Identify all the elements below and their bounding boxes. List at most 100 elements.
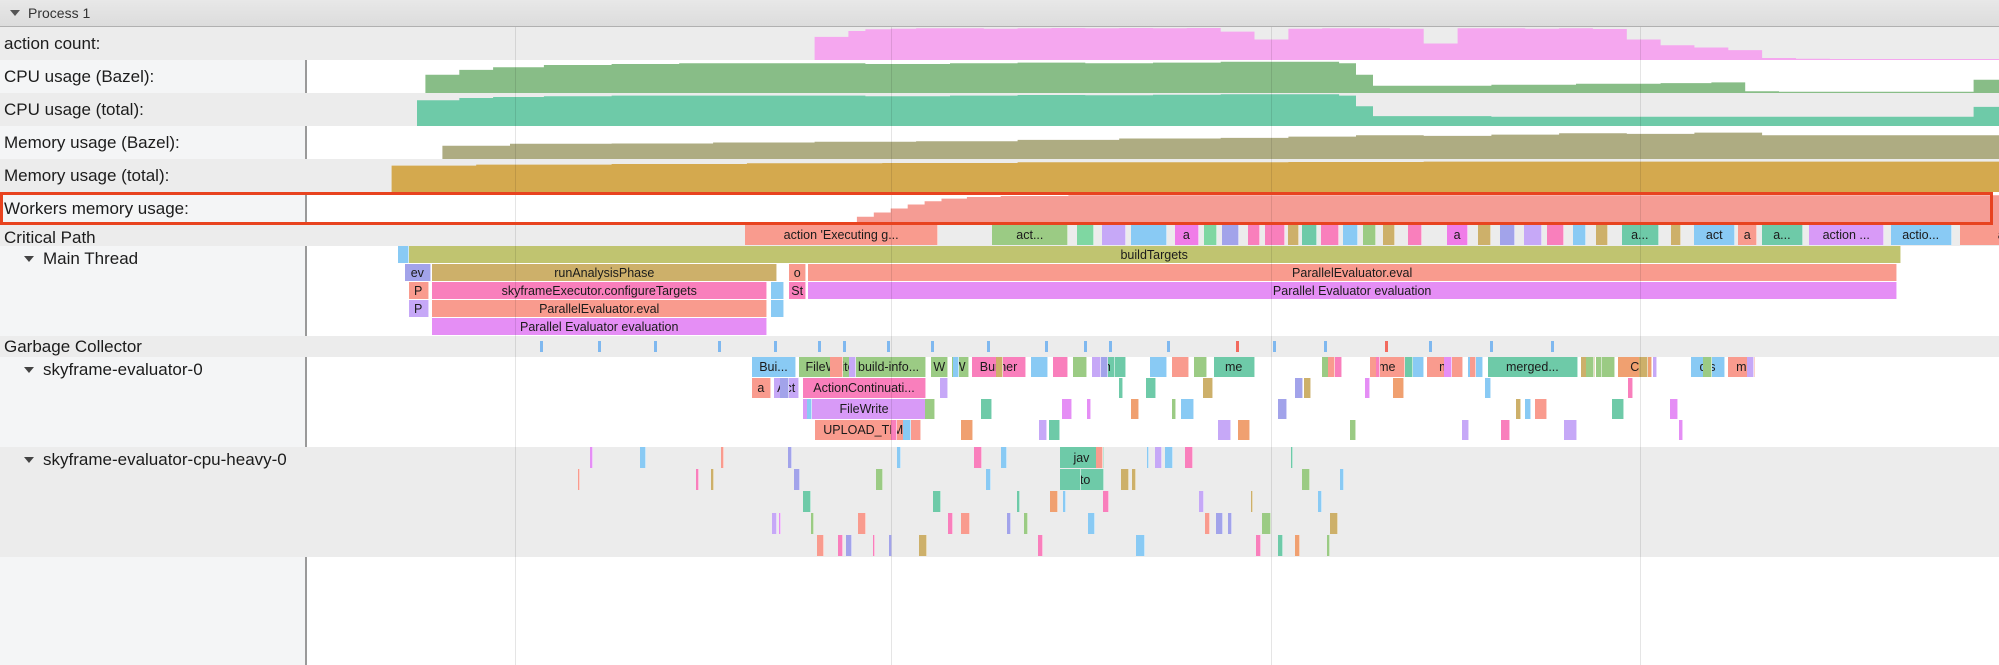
- gc-tick[interactable]: [1166, 340, 1170, 353]
- timeline-slice[interactable]: [1747, 357, 1754, 377]
- timeline-slice[interactable]: <to: [1059, 469, 1104, 490]
- timeline-slice[interactable]: [1364, 378, 1370, 398]
- gc-tick[interactable]: [1235, 340, 1239, 353]
- timeline-slice[interactable]: [1031, 357, 1049, 377]
- gc-tick[interactable]: [598, 340, 602, 353]
- gc-tick[interactable]: [653, 340, 657, 353]
- gc-tick[interactable]: [1323, 340, 1327, 353]
- timeline-slice[interactable]: Parallel Evaluator evaluation: [807, 282, 1898, 299]
- timeline-slice[interactable]: [1172, 399, 1176, 419]
- track-label-critical-path[interactable]: Critical Path: [0, 225, 307, 251]
- timeline-slice[interactable]: [1203, 378, 1214, 398]
- timeline-slice[interactable]: St: [789, 282, 807, 299]
- timeline-slice[interactable]: [1278, 535, 1284, 556]
- timeline-slice[interactable]: [986, 469, 991, 490]
- timeline-slice[interactable]: [995, 357, 1003, 377]
- timeline-slice[interactable]: [398, 246, 409, 263]
- timeline-slice[interactable]: Parallel Evaluator evaluation: [432, 318, 768, 335]
- timeline-slice[interactable]: [788, 447, 793, 468]
- timeline-slice[interactable]: [1109, 357, 1115, 377]
- timeline-slice[interactable]: [1669, 399, 1678, 419]
- timeline-slice[interactable]: [1469, 357, 1476, 377]
- timeline-slice[interactable]: [1103, 491, 1110, 512]
- timeline-slice[interactable]: [1204, 513, 1211, 534]
- timeline-slice[interactable]: [1564, 420, 1578, 440]
- timeline-slice[interactable]: [1294, 378, 1304, 398]
- timeline-slice[interactable]: [947, 513, 953, 534]
- timeline-slice[interactable]: [1547, 225, 1565, 245]
- timeline-slice[interactable]: [590, 447, 594, 468]
- timeline-slice[interactable]: [1262, 513, 1271, 534]
- timeline-slice[interactable]: [1596, 225, 1609, 245]
- timeline-slice[interactable]: [1222, 225, 1240, 245]
- timeline-slice[interactable]: [845, 535, 853, 556]
- timeline-slice[interactable]: [1288, 225, 1299, 245]
- timeline-slice[interactable]: [1294, 535, 1301, 556]
- timeline-slice[interactable]: [1535, 399, 1548, 419]
- chevron-down-icon[interactable]: [24, 457, 34, 463]
- track-row-garbage-collector[interactable]: [307, 336, 1999, 357]
- track-row-workers-mem[interactable]: [307, 192, 1999, 225]
- timeline-slice[interactable]: [695, 469, 700, 490]
- timeline-slice[interactable]: [1485, 378, 1492, 398]
- gc-tick[interactable]: [1550, 340, 1554, 353]
- timeline-slice[interactable]: [1061, 399, 1073, 419]
- timeline-slice[interactable]: [952, 357, 959, 377]
- timeline-slice[interactable]: [1088, 513, 1096, 534]
- timeline-slice[interactable]: [1679, 420, 1683, 440]
- timeline-slice[interactable]: [1146, 378, 1157, 398]
- timeline-slice[interactable]: a: [1447, 225, 1468, 245]
- timeline-slice[interactable]: [803, 491, 812, 512]
- timeline-slice[interactable]: [1149, 357, 1167, 377]
- timeline-slice[interactable]: [1408, 225, 1423, 245]
- track-label-cpu-total[interactable]: CPU usage (total):: [0, 93, 307, 126]
- timeline-slice[interactable]: [1118, 378, 1124, 398]
- timeline-slice[interactable]: [1572, 225, 1587, 245]
- timeline-slice[interactable]: [932, 491, 942, 512]
- timeline-slice[interactable]: [1638, 357, 1648, 377]
- timeline-slice[interactable]: [1039, 420, 1048, 440]
- timeline-slice[interactable]: [1247, 225, 1260, 245]
- track-label-action-count[interactable]: action count:: [0, 27, 307, 60]
- timeline-slice[interactable]: action 'Executing genrule //de...: [1960, 225, 1999, 245]
- gc-tick[interactable]: [931, 340, 935, 353]
- timeline-slice[interactable]: runAnalysisPhase: [432, 264, 778, 281]
- chevron-down-icon[interactable]: [24, 367, 34, 373]
- timeline-slice[interactable]: [1131, 469, 1137, 490]
- timeline-slice[interactable]: [1073, 357, 1087, 377]
- timeline-slice[interactable]: [1349, 420, 1357, 440]
- gc-tick[interactable]: [1428, 340, 1432, 353]
- timeline-slice[interactable]: [1171, 357, 1189, 377]
- track-label-mem-bazel[interactable]: Memory usage (Bazel):: [0, 126, 307, 159]
- timeline-slice[interactable]: [817, 535, 824, 556]
- timeline-slice[interactable]: action ...: [1809, 225, 1884, 245]
- track-canvas-panel[interactable]: action 'Executing g... act... a a a... act a a.…: [307, 27, 1999, 665]
- track-label-cpu-bazel[interactable]: CPU usage (Bazel):: [0, 60, 307, 93]
- gc-tick[interactable]: [1044, 340, 1048, 353]
- timeline-slice[interactable]: ParallelEvaluator.eval: [432, 300, 768, 317]
- timeline-slice[interactable]: [1317, 491, 1323, 512]
- timeline-slice[interactable]: [1217, 420, 1232, 440]
- timeline-slice[interactable]: a...: [1621, 225, 1659, 245]
- timeline-slice[interactable]: [1499, 225, 1516, 245]
- track-label-workers-mem[interactable]: Workers memory usage:: [0, 192, 307, 225]
- gc-tick[interactable]: [1384, 340, 1388, 353]
- timeline-slice[interactable]: [903, 420, 911, 440]
- timeline-slice[interactable]: [1596, 357, 1603, 377]
- timeline-slice[interactable]: [1702, 357, 1713, 377]
- timeline-slice[interactable]: [1327, 535, 1330, 556]
- timeline-slice[interactable]: act...: [992, 225, 1069, 245]
- timeline-slice[interactable]: P: [408, 300, 429, 317]
- timeline-slice[interactable]: a: [1738, 225, 1758, 245]
- timeline-slice[interactable]: [1255, 535, 1261, 556]
- timeline-slice[interactable]: [1516, 399, 1522, 419]
- gc-tick[interactable]: [718, 340, 722, 353]
- timeline-slice[interactable]: [1290, 447, 1294, 468]
- timeline-slice[interactable]: [1597, 357, 1615, 377]
- timeline-slice[interactable]: ActionContinuati...: [802, 378, 927, 398]
- track-label-garbage-collector[interactable]: Garbage Collector: [0, 336, 307, 357]
- timeline-slice[interactable]: [1184, 447, 1194, 468]
- timeline-slice[interactable]: [1053, 357, 1069, 377]
- timeline-slice[interactable]: a: [751, 378, 771, 398]
- timeline-slice[interactable]: [710, 469, 714, 490]
